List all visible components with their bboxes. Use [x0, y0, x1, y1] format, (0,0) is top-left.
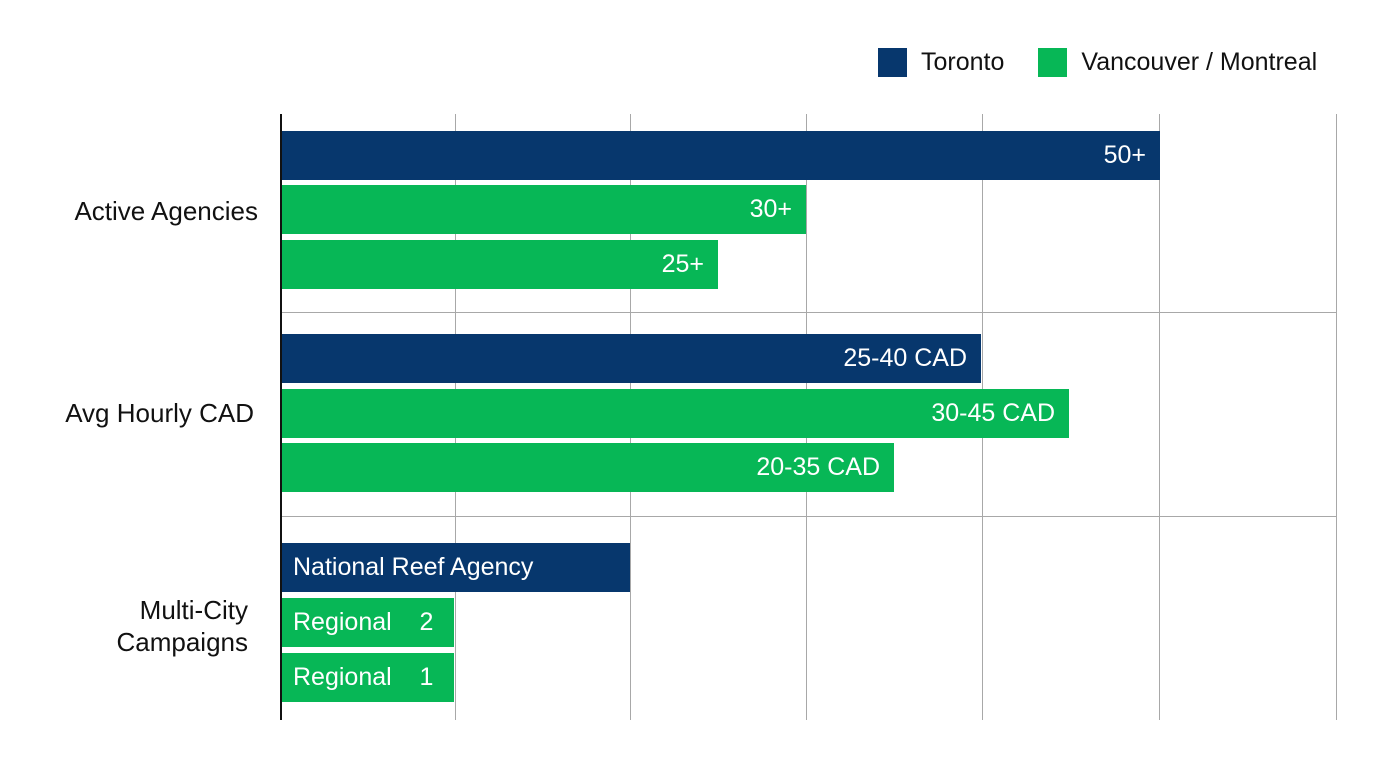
legend-item-vancouver-montreal: Vancouver / Montreal [1038, 48, 1317, 77]
gridline-horizontal [281, 312, 1337, 313]
bar-avg-hourly-vancouver: 30-45 CAD [281, 389, 1069, 438]
bar-active-agencies-vancouver: 30+ [281, 185, 806, 234]
category-label-multi-city-line1: Multi-City [139, 595, 248, 625]
category-label-avg-hourly: Avg Hourly CAD [65, 398, 254, 428]
gridline-vertical [1336, 114, 1337, 720]
y-axis-line [280, 114, 282, 720]
plot-area: 50+ 30+ 25+ 25-40 CAD 30-45 CAD 20-35 CA… [280, 114, 1337, 720]
bar-avg-hourly-toronto: 25-40 CAD [281, 334, 981, 383]
bar-active-agencies-toronto: 50+ [281, 131, 1160, 180]
bar-value-label: 25+ [661, 250, 704, 278]
bar-value-label: National Reef Agency [293, 553, 534, 581]
legend-label-vancouver-montreal: Vancouver / Montreal [1081, 48, 1318, 76]
legend-label-toronto: Toronto [921, 48, 1005, 76]
bar-multi-city-vancouver: Regional 2 [281, 598, 454, 647]
category-label-multi-city: Multi-City Campaigns [116, 594, 248, 658]
bar-multi-city-toronto: National Reef Agency [281, 543, 630, 592]
legend-swatch-vancouver-montreal [1038, 48, 1068, 77]
bar-value-label: 20-35 CAD [756, 453, 880, 481]
bar-value-label: 25-40 CAD [843, 344, 967, 372]
bar-value-label: 30-45 CAD [931, 399, 1055, 427]
chart-legend: Toronto Vancouver / Montreal [878, 48, 1317, 77]
bar-value-label: 30+ [749, 195, 792, 223]
bar-multi-city-montreal: Regional 1 [281, 653, 454, 702]
bar-active-agencies-montreal: 25+ [281, 240, 718, 289]
category-label-active-agencies: Active Agencies [74, 196, 258, 226]
bar-avg-hourly-montreal: 20-35 CAD [281, 443, 894, 492]
bar-value-label: Regional 2 [293, 608, 434, 636]
gridline-horizontal [281, 516, 1337, 517]
legend-item-toronto: Toronto [878, 48, 1004, 77]
category-label-multi-city-line2: Campaigns [116, 627, 248, 657]
bar-value-label: Regional 1 [293, 663, 434, 691]
bar-value-label: 50+ [1103, 141, 1146, 169]
legend-swatch-toronto [878, 48, 907, 77]
gridline-vertical [1159, 114, 1160, 720]
